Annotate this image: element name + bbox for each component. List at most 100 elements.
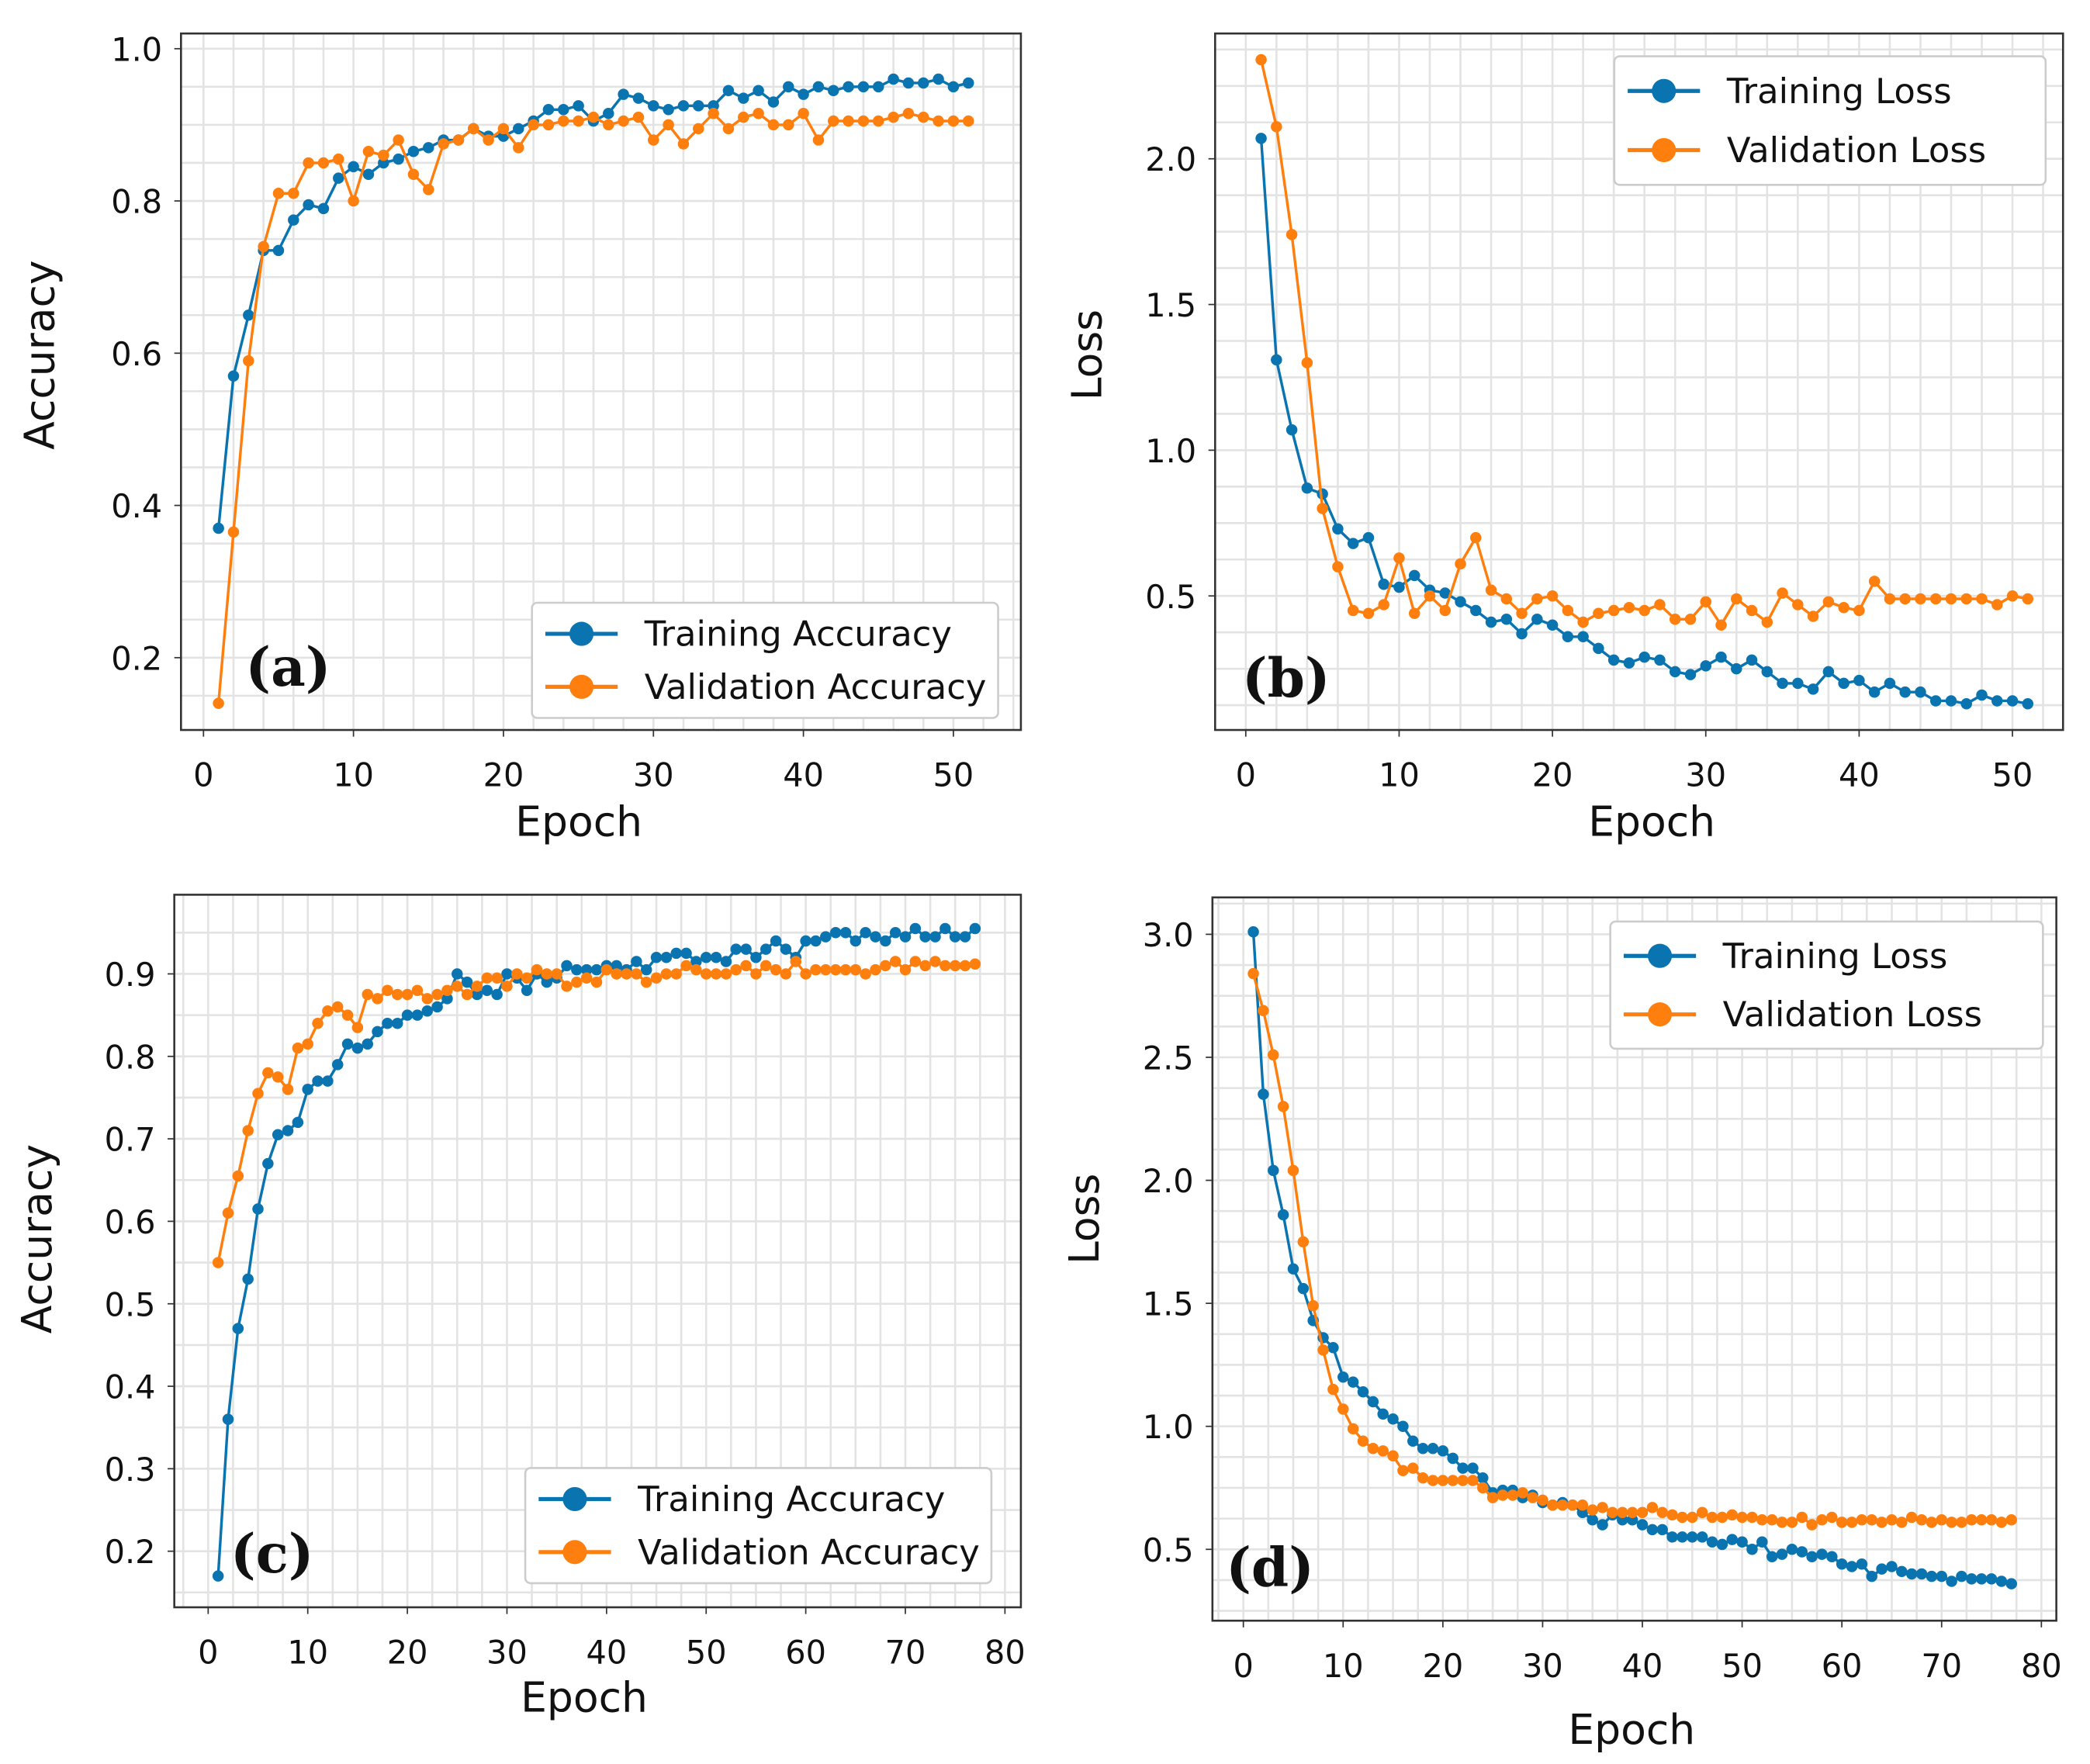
data-point xyxy=(1826,1551,1838,1563)
data-point xyxy=(1838,601,1850,614)
data-point xyxy=(438,138,449,150)
data-point xyxy=(378,149,389,161)
data-point xyxy=(839,963,852,976)
data-point xyxy=(571,963,583,976)
data-point xyxy=(1876,1517,1888,1528)
data-point xyxy=(421,993,434,1005)
data-point xyxy=(740,960,752,972)
data-point xyxy=(800,968,811,980)
data-point xyxy=(1378,599,1389,610)
legend-box xyxy=(524,1467,993,1585)
data-point xyxy=(918,111,929,123)
data-point xyxy=(631,968,642,980)
y-tick-label: 0.5 xyxy=(1143,1532,1194,1569)
legend-box xyxy=(1609,920,2044,1050)
legend-label: Training Loss xyxy=(1722,936,1948,977)
data-point xyxy=(1393,581,1405,593)
series-training-accuracy xyxy=(212,922,981,1582)
data-point xyxy=(232,1323,244,1334)
data-point xyxy=(677,100,690,112)
data-point xyxy=(780,943,792,955)
data-point xyxy=(1646,1502,1659,1513)
data-point xyxy=(222,1413,234,1425)
y-tick-label: 1.5 xyxy=(1145,287,1196,324)
panel-label: (a) xyxy=(245,636,330,699)
data-point xyxy=(909,956,922,967)
data-point xyxy=(1960,593,1972,605)
data-point xyxy=(1896,1517,1908,1528)
data-point xyxy=(740,943,752,955)
legend-label: Validation Loss xyxy=(1723,994,1982,1035)
data-point xyxy=(232,1170,244,1182)
data-point xyxy=(1486,1492,1499,1503)
data-point xyxy=(618,115,629,127)
data-point xyxy=(288,187,299,199)
data-point xyxy=(849,963,862,976)
data-point xyxy=(362,146,375,157)
data-point xyxy=(303,199,314,211)
data-point xyxy=(969,958,981,970)
data-point xyxy=(1756,1536,1768,1548)
data-point xyxy=(452,134,465,146)
data-point xyxy=(580,963,593,976)
data-point xyxy=(1439,604,1452,617)
data-point xyxy=(382,1018,393,1029)
data-point xyxy=(1746,654,1758,666)
data-point xyxy=(561,981,573,992)
data-point xyxy=(590,976,603,988)
data-point xyxy=(212,1257,224,1268)
data-point xyxy=(770,963,782,976)
data-point xyxy=(1966,1513,1978,1526)
data-point xyxy=(213,697,224,709)
data-point xyxy=(829,963,842,976)
data-point xyxy=(1995,1575,2008,1587)
data-point xyxy=(1516,607,1528,620)
data-point xyxy=(1408,569,1420,582)
chart-panel-b: 0 10 20 30 40 50 0.5 1.0 1.5 2.0 Epoch Loss Training… xyxy=(1063,32,2064,846)
data-point xyxy=(1876,1563,1888,1575)
data-point xyxy=(1271,354,1282,366)
data-point xyxy=(660,968,673,980)
data-point xyxy=(873,115,884,127)
x-tick-label: 40 xyxy=(1839,757,1880,794)
data-point xyxy=(1367,1396,1379,1408)
data-point xyxy=(1297,1282,1310,1295)
data-point xyxy=(929,956,941,967)
data-point xyxy=(730,963,742,976)
legend-box xyxy=(531,601,999,719)
data-point xyxy=(839,927,852,939)
data-point xyxy=(382,984,393,996)
data-point xyxy=(760,960,772,972)
data-point xyxy=(1562,604,1574,617)
data-point xyxy=(541,968,553,980)
data-point xyxy=(1297,1236,1310,1248)
data-point xyxy=(947,81,960,93)
data-point xyxy=(780,968,792,980)
data-point xyxy=(1255,54,1267,66)
data-point xyxy=(1684,614,1697,625)
data-point xyxy=(1367,1442,1379,1454)
data-point xyxy=(1915,1513,1928,1526)
legend-box xyxy=(1613,55,2047,186)
data-point xyxy=(1838,677,1850,690)
y-tick-label: 2.0 xyxy=(1143,1163,1194,1200)
data-point xyxy=(362,168,375,180)
data-point xyxy=(1796,1546,1808,1558)
data-point xyxy=(272,1129,284,1141)
data-point xyxy=(2006,695,2019,707)
data-point xyxy=(1337,1371,1349,1383)
data-point xyxy=(1736,1511,1748,1524)
data-point xyxy=(1576,1499,1589,1511)
data-point xyxy=(362,988,373,1001)
legend-marker-icon xyxy=(1652,137,1676,163)
data-point xyxy=(303,157,314,169)
data-point xyxy=(949,960,961,972)
data-point xyxy=(252,1088,264,1099)
data-point xyxy=(767,119,780,131)
data-point xyxy=(889,927,901,939)
plot-frame xyxy=(180,32,1023,732)
data-point xyxy=(1853,674,1865,687)
data-point xyxy=(693,123,704,135)
data-point xyxy=(1915,1568,1928,1580)
data-point xyxy=(1397,1420,1409,1432)
